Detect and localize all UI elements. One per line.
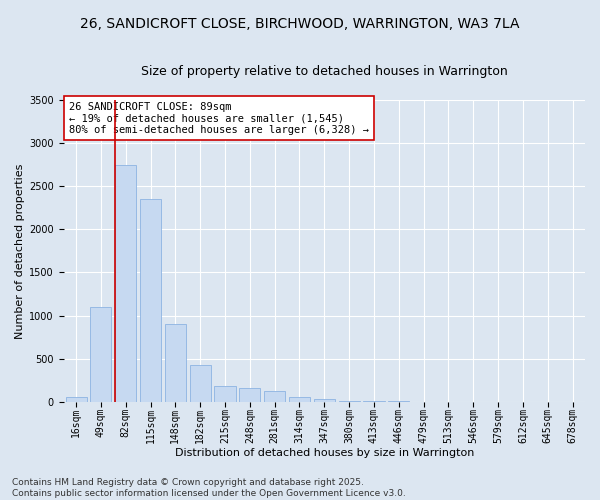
Bar bbox=[165, 324, 186, 402]
Y-axis label: Number of detached properties: Number of detached properties bbox=[15, 163, 25, 338]
X-axis label: Distribution of detached houses by size in Warrington: Distribution of detached houses by size … bbox=[175, 448, 474, 458]
Text: Contains HM Land Registry data © Crown copyright and database right 2025.
Contai: Contains HM Land Registry data © Crown c… bbox=[12, 478, 406, 498]
Bar bbox=[214, 386, 236, 402]
Bar bbox=[65, 396, 86, 402]
Bar bbox=[239, 388, 260, 402]
Text: 26, SANDICROFT CLOSE, BIRCHWOOD, WARRINGTON, WA3 7LA: 26, SANDICROFT CLOSE, BIRCHWOOD, WARRING… bbox=[80, 18, 520, 32]
Bar bbox=[338, 400, 359, 402]
Bar bbox=[115, 164, 136, 402]
Bar bbox=[289, 396, 310, 402]
Bar bbox=[364, 401, 385, 402]
Bar bbox=[140, 199, 161, 402]
Text: 26 SANDICROFT CLOSE: 89sqm
← 19% of detached houses are smaller (1,545)
80% of s: 26 SANDICROFT CLOSE: 89sqm ← 19% of deta… bbox=[69, 102, 369, 134]
Bar bbox=[264, 392, 285, 402]
Bar bbox=[314, 399, 335, 402]
Title: Size of property relative to detached houses in Warrington: Size of property relative to detached ho… bbox=[141, 65, 508, 78]
Bar bbox=[91, 307, 112, 402]
Bar bbox=[190, 365, 211, 402]
